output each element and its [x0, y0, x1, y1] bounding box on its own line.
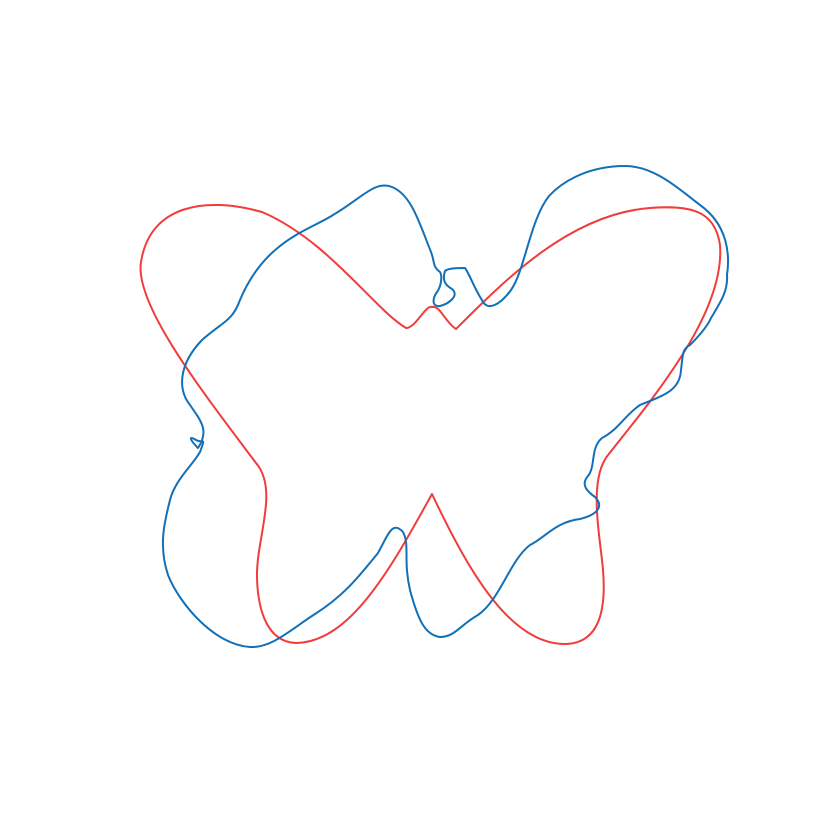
reference-butterfly-curve: [139, 203, 722, 646]
perturbed-butterfly-curve: [161, 165, 730, 649]
